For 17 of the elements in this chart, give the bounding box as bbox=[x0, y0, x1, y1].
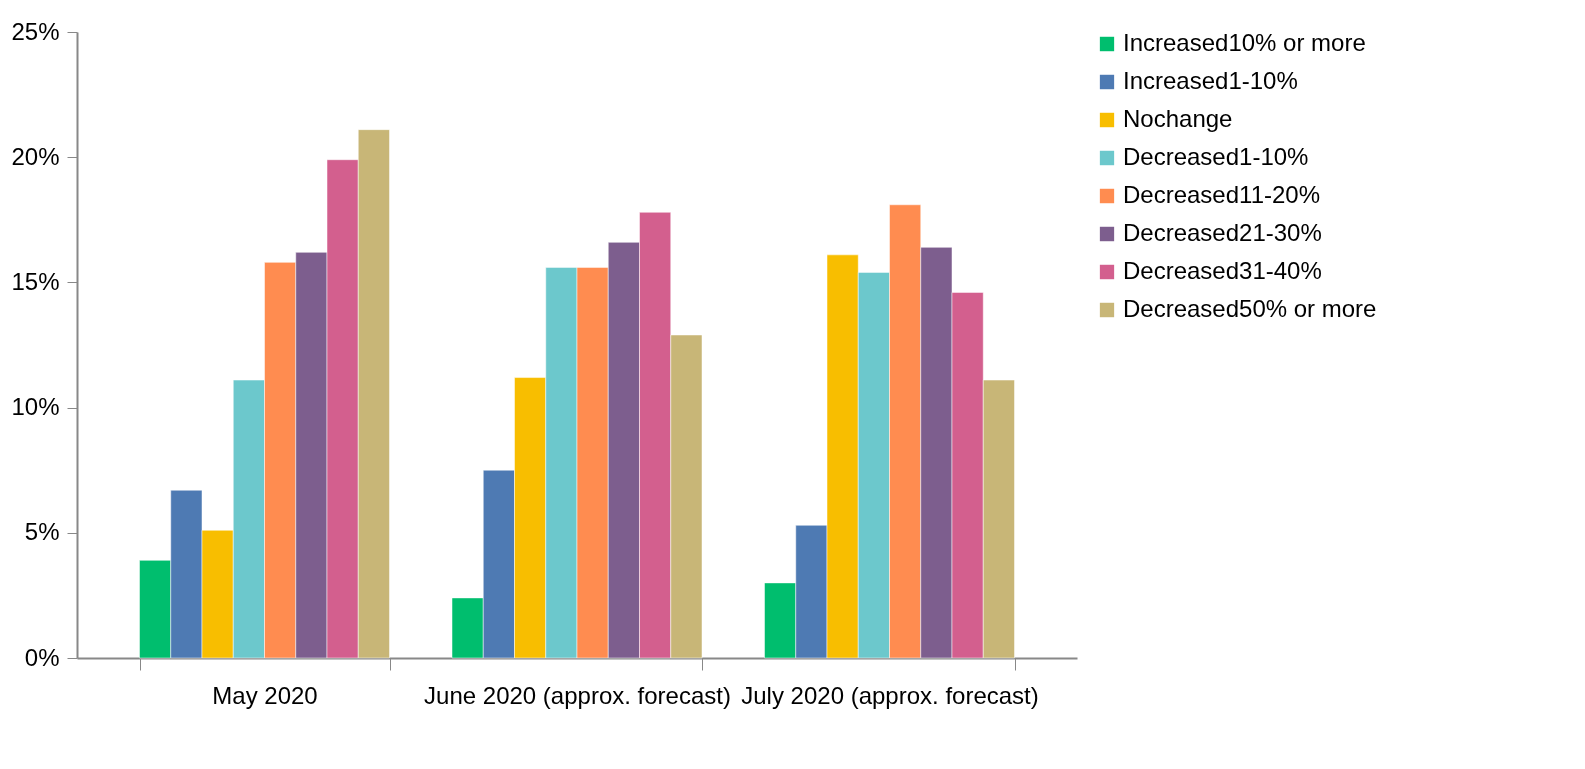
y-tick-label: 5% bbox=[24, 518, 60, 546]
legend-label: Decreased11-20% bbox=[1123, 181, 1321, 208]
legend-label: Nochange bbox=[1123, 105, 1233, 132]
legend-label: Decreased1-10% bbox=[1123, 143, 1309, 170]
legend-label: Increased10% or more bbox=[1123, 29, 1366, 56]
x-tick-label: June 2020 (approx. forecast) bbox=[424, 681, 731, 709]
legend-label: Decreased50% or more bbox=[1123, 295, 1377, 322]
y-tick-label: 15% bbox=[11, 267, 60, 295]
y-tick-label: 25% bbox=[11, 17, 60, 45]
x-tick-label: May 2020 bbox=[212, 681, 318, 709]
y-tick-label: 20% bbox=[11, 142, 60, 170]
x-tick-label: July 2020 (approx. forecast) bbox=[741, 681, 1039, 709]
legend-label: Decreased21-30% bbox=[1123, 219, 1322, 246]
legend-label: Decreased31-40% bbox=[1123, 257, 1322, 284]
y-tick-label: 0% bbox=[24, 643, 60, 671]
legend-label: Increased1-10% bbox=[1123, 67, 1298, 94]
y-tick-label: 10% bbox=[11, 393, 60, 421]
